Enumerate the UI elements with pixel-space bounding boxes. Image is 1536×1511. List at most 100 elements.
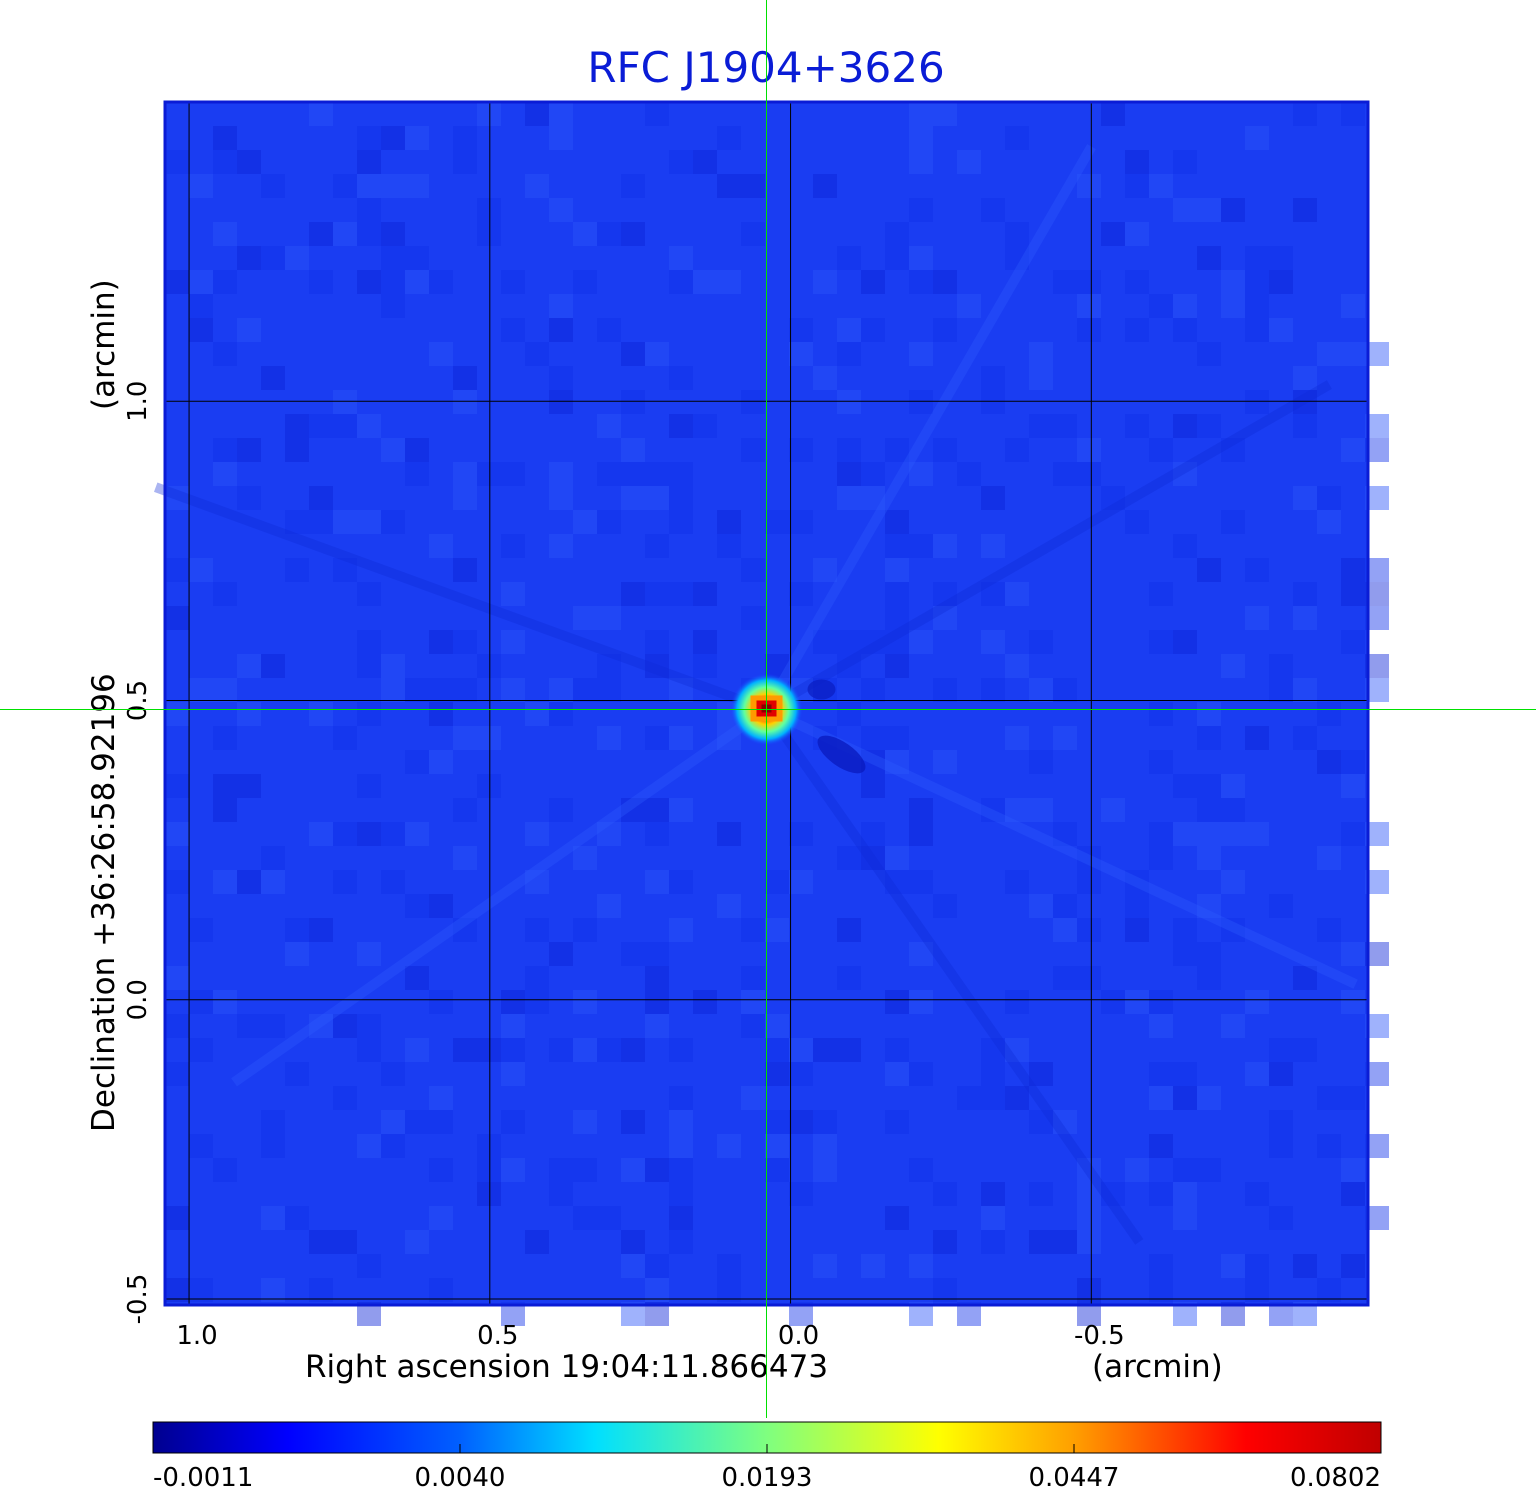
noise-cell (573, 510, 597, 534)
noise-cell (597, 726, 621, 750)
noise-cell (405, 438, 429, 462)
noise-cell (237, 246, 261, 270)
noise-cell (1173, 318, 1197, 342)
noise-cell (1005, 654, 1029, 678)
noise-cell (189, 1278, 213, 1302)
noise-cell (357, 654, 381, 678)
noise-cell (453, 150, 477, 174)
noise-cell (1077, 918, 1101, 942)
noise-cell (1269, 270, 1293, 294)
noise-cell (381, 438, 405, 462)
noise-cell (501, 990, 525, 1014)
noise-cell (333, 726, 357, 750)
noise-cell (789, 1038, 813, 1062)
noise-cell (885, 1206, 909, 1230)
noise-cell (1269, 1206, 1293, 1230)
noise-cell (1029, 1230, 1053, 1254)
noise-cell (645, 1254, 669, 1278)
noise-cell (645, 342, 669, 366)
noise-cell (885, 534, 909, 558)
noise-cell (885, 990, 909, 1014)
noise-cell (165, 822, 189, 846)
y-tick-label: -0.5 (123, 1274, 153, 1325)
noise-cell (957, 150, 981, 174)
noise-cell (477, 1134, 501, 1158)
noise-cell (525, 966, 549, 990)
noise-cell (1101, 486, 1125, 510)
noise-cell (381, 174, 405, 198)
noise-cell (885, 1110, 909, 1134)
noise-cell (933, 894, 957, 918)
noise-cell (789, 822, 813, 846)
noise-cell (1125, 918, 1149, 942)
noise-cell (645, 630, 669, 654)
noise-cell (981, 366, 1005, 390)
noise-cell (237, 702, 261, 726)
noise-cell (1269, 318, 1293, 342)
noise-cell (789, 1062, 813, 1086)
noise-cell (885, 582, 909, 606)
noise-cell (981, 534, 1005, 558)
noise-cell (501, 1062, 525, 1086)
noise-cell (741, 606, 765, 630)
noise-cell (861, 774, 885, 798)
noise-cell (861, 822, 885, 846)
noise-cell (1149, 1182, 1173, 1206)
noise-cell (909, 798, 933, 822)
noise-cell (669, 462, 693, 486)
noise-cell (1077, 438, 1101, 462)
noise-cell (309, 510, 333, 534)
noise-cell (981, 630, 1005, 654)
noise-cell (1293, 1254, 1317, 1278)
noise-cell (237, 654, 261, 678)
noise-cell (669, 582, 693, 606)
noise-cell (1245, 318, 1269, 342)
noise-cell (381, 678, 405, 702)
noise-cell (789, 870, 813, 894)
noise-cell (309, 222, 333, 246)
noise-cell (861, 846, 885, 870)
noise-cell (549, 318, 573, 342)
noise-cell (453, 366, 477, 390)
noise-cell (357, 582, 381, 606)
noise-cell (1029, 1062, 1053, 1086)
noise-cell (213, 990, 237, 1014)
noise-cell (1029, 1182, 1053, 1206)
noise-cell (669, 486, 693, 510)
noise-cell (405, 750, 429, 774)
noise-cell (909, 342, 933, 366)
noise-cell (837, 846, 861, 870)
noise-cell (1077, 174, 1101, 198)
noise-cell (525, 102, 549, 126)
noise-cell (237, 150, 261, 174)
noise-cell (645, 870, 669, 894)
noise-texture (165, 102, 1389, 1326)
noise-cell (189, 270, 213, 294)
noise-cell (789, 1182, 813, 1206)
noise-cell (357, 150, 381, 174)
noise-cell (621, 342, 645, 366)
noise-cell (405, 1110, 429, 1134)
noise-cell (621, 222, 645, 246)
noise-cell (405, 1230, 429, 1254)
noise-cell (741, 438, 765, 462)
noise-cell (885, 222, 909, 246)
noise-cell (285, 558, 309, 582)
sidelobe-streak (762, 144, 1096, 712)
noise-cell (429, 1158, 453, 1182)
noise-cell (165, 270, 189, 294)
noise-cell (1245, 606, 1269, 630)
noise-cell (885, 1062, 909, 1086)
noise-cell (933, 318, 957, 342)
noise-cell (1197, 1158, 1221, 1182)
noise-cell (645, 822, 669, 846)
noise-cell (1221, 1014, 1245, 1038)
noise-cell (981, 486, 1005, 510)
noise-cell (1197, 966, 1221, 990)
noise-cell (333, 558, 357, 582)
noise-cell (1173, 1158, 1197, 1182)
noise-cell (357, 822, 381, 846)
noise-cell (405, 270, 429, 294)
noise-cell (1317, 846, 1341, 870)
noise-cell (1125, 174, 1149, 198)
